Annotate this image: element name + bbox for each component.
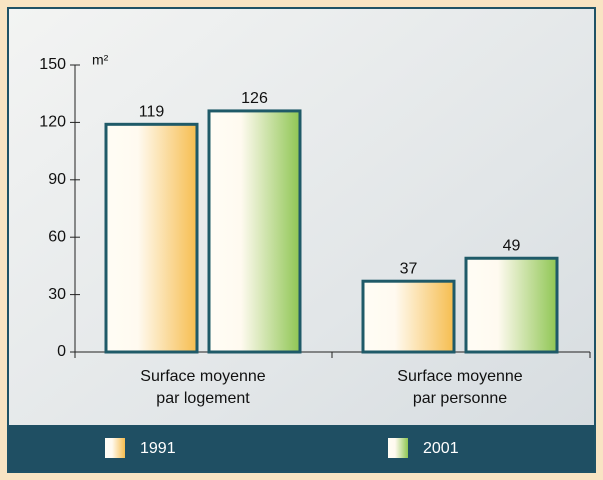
value-label: 119 — [139, 104, 165, 121]
legend-label: 2001 — [423, 440, 459, 457]
y-tick-label: 60 — [48, 228, 66, 245]
y-tick-label: 120 — [39, 114, 66, 131]
bar — [464, 256, 559, 354]
y-tick-label: 0 — [57, 343, 66, 360]
x-tick-label: Surface moyenne par personne — [397, 368, 523, 407]
value-label: 37 — [400, 260, 418, 277]
legend-label: 1991 — [140, 440, 176, 457]
y-tick-label: 150 — [39, 56, 66, 73]
value-label: 126 — [241, 90, 268, 107]
legend-swatch — [105, 438, 125, 458]
bar — [104, 122, 199, 354]
x-tick-label: Surface moyenne par logement — [140, 368, 266, 407]
y-tick-label: 90 — [48, 171, 66, 188]
value-label: 49 — [503, 237, 521, 254]
legend-band — [9, 425, 594, 471]
legend-swatch — [388, 438, 408, 458]
unit-label: m² — [92, 52, 109, 68]
y-tick-label: 30 — [48, 286, 66, 303]
bar — [361, 279, 456, 354]
bar — [207, 109, 302, 354]
